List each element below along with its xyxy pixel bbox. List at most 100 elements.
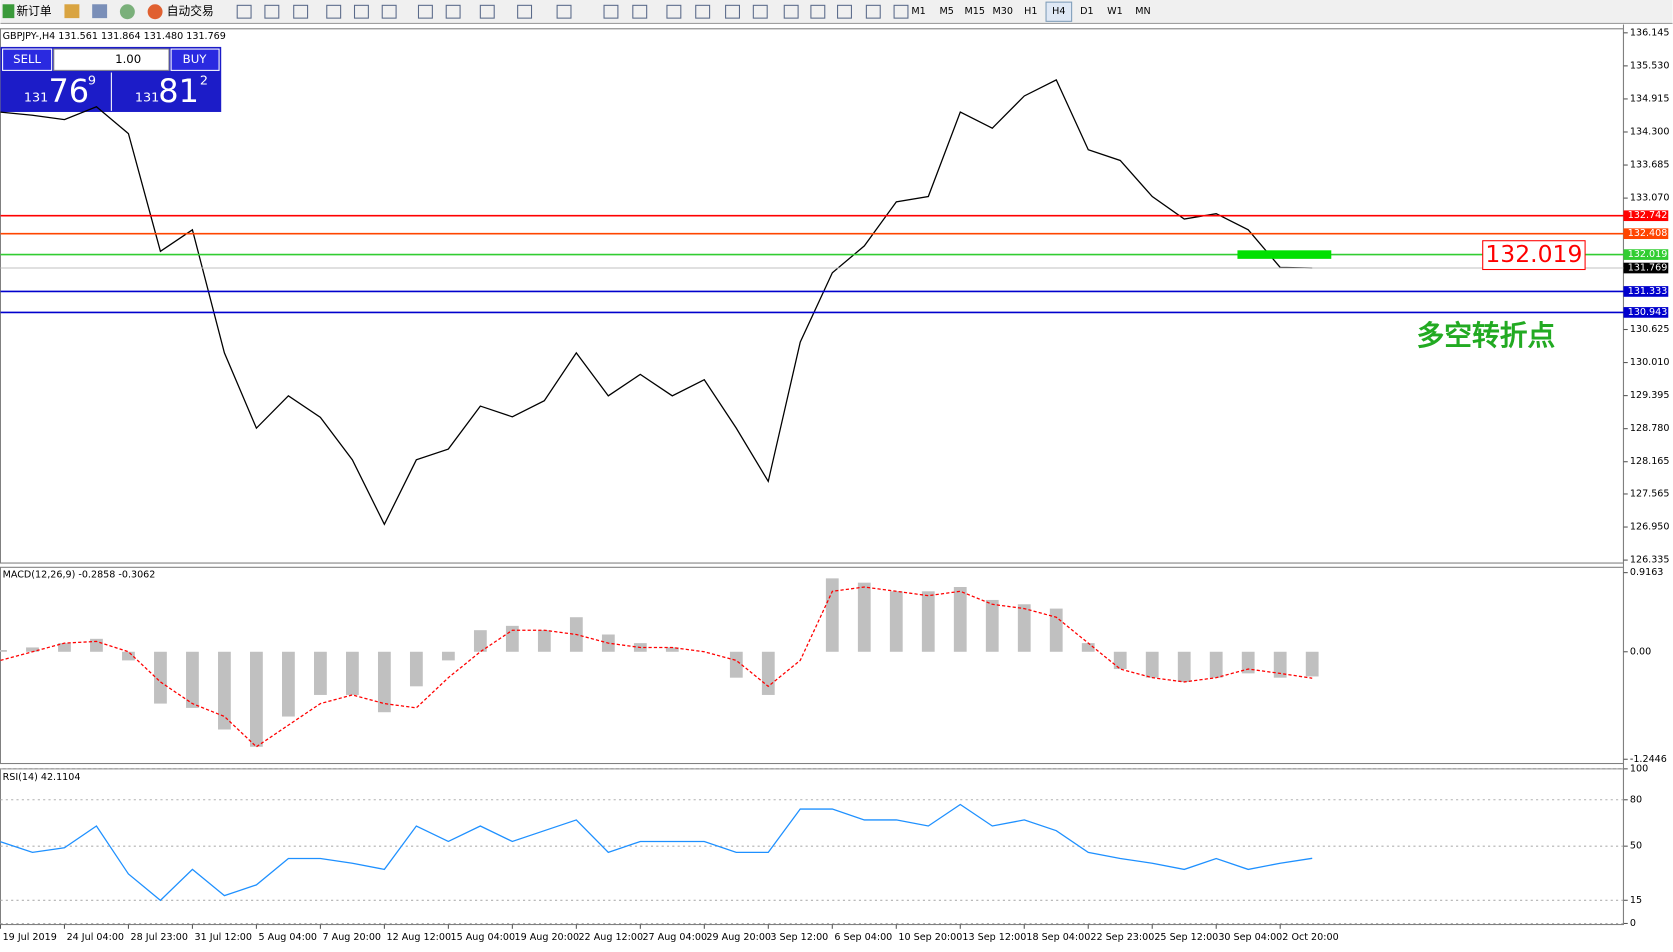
level-label-bg <box>1623 249 1669 260</box>
level-label: 132.019 <box>1628 249 1668 260</box>
macd-bar <box>409 651 423 687</box>
tool-icon[interactable] <box>893 4 909 19</box>
y-tick-label: 127.565 <box>1630 488 1670 499</box>
price-line <box>0 79 1313 526</box>
sell-sup[interactable]: 9 <box>88 74 96 89</box>
tool-icon[interactable] <box>236 4 252 19</box>
tool-icon[interactable] <box>632 4 648 19</box>
lot-value[interactable]: 1.00 <box>115 52 141 66</box>
buy-button[interactable] <box>170 48 220 71</box>
x-tick-label: 19 Jul 2019 <box>3 932 57 943</box>
icon-new-order[interactable] <box>2 4 15 19</box>
x-tick-label: 31 Jul 12:00 <box>195 932 252 943</box>
y-tick-label: 136.145 <box>1630 27 1670 38</box>
icon[interactable] <box>64 4 80 19</box>
x-tick-label: 22 Aug 12:00 <box>578 932 643 943</box>
tool-icon[interactable] <box>381 4 397 19</box>
macd-bar <box>1209 651 1223 678</box>
plot: 19 Jul 2019 24 Jul 04:00 28 Jul 23:00 31 Ju… <box>0 27 1669 943</box>
tool-icon[interactable] <box>603 4 619 19</box>
tool-icon[interactable] <box>837 4 852 19</box>
x-tick-label: 19 Aug 20:00 <box>514 932 579 943</box>
y-tick-label: 130.625 <box>1630 324 1670 335</box>
macd-bar <box>0 650 7 652</box>
macd-bar <box>314 651 327 695</box>
tool-icon[interactable] <box>445 4 461 19</box>
timeframe[interactable]: M15 <box>964 6 984 17</box>
tool-icon[interactable] <box>556 4 572 19</box>
macd-bar <box>665 647 679 652</box>
x-tick-label: 28 Jul 23:00 <box>131 932 188 943</box>
macd-bar <box>1241 651 1255 674</box>
sell-label[interactable]: SELL <box>13 52 41 66</box>
timeframe[interactable]: H4 <box>1052 6 1065 17</box>
macd-bar <box>90 638 103 652</box>
pivot-box <box>1482 240 1586 271</box>
icon[interactable] <box>119 4 135 20</box>
sell-big[interactable]: 131 <box>24 91 48 106</box>
timeframe[interactable]: MN <box>1135 6 1150 17</box>
y-tick-label: 134.915 <box>1630 93 1670 104</box>
buy-big[interactable]: 131 <box>135 91 159 106</box>
timeframes: M1 M5 M15 M30 H1 H4 D1 W1 MN <box>911 1 1151 22</box>
tool-icon[interactable] <box>725 4 740 19</box>
tool-icon[interactable] <box>479 4 495 19</box>
timeframe[interactable]: H1 <box>1024 6 1037 17</box>
y-tick-label: 100 <box>1630 763 1648 774</box>
macd-bar <box>889 591 903 652</box>
timeframe[interactable]: M30 <box>993 6 1013 17</box>
x-tick-label: 27 Aug 04:00 <box>642 932 707 943</box>
tool-icon[interactable] <box>865 4 881 19</box>
tool-icon[interactable] <box>326 4 342 19</box>
tool-icon[interactable] <box>353 4 369 19</box>
tool-icon[interactable] <box>783 4 799 19</box>
y-tick-label: 126.335 <box>1630 555 1670 566</box>
sell-main[interactable]: 76 <box>48 72 89 110</box>
tool-icon[interactable] <box>695 4 711 19</box>
y-tick-label: 80 <box>1630 794 1642 805</box>
tool-icon[interactable] <box>417 4 433 19</box>
signal-line <box>0 586 1313 748</box>
tool-icon[interactable] <box>517 4 533 19</box>
buy-main[interactable]: 81 <box>158 72 199 110</box>
tool-icon[interactable] <box>752 4 768 19</box>
tool-icon[interactable] <box>264 4 280 19</box>
toolbar-icons <box>236 4 909 19</box>
buy-sup[interactable]: 2 <box>200 74 208 89</box>
x-tick-label: 22 Sep 23:00 <box>1090 932 1154 943</box>
level-label-bg <box>1623 307 1669 318</box>
y-tick-label: 129.395 <box>1630 390 1670 401</box>
macd-bar <box>825 578 839 652</box>
pivot-zone <box>1237 250 1332 259</box>
new-order[interactable]: 新订单 <box>16 4 51 18</box>
timeframe[interactable]: M1 <box>911 6 925 17</box>
macd-bar <box>282 651 295 717</box>
tool-icon[interactable] <box>293 4 309 19</box>
macd-bar <box>729 651 743 678</box>
y-tick-label: 126.950 <box>1630 522 1670 533</box>
icon[interactable] <box>92 4 108 19</box>
lot-field[interactable] <box>53 48 170 71</box>
macd-bar <box>761 651 775 695</box>
timeframe[interactable]: M5 <box>939 6 953 17</box>
macd-bar <box>377 651 391 713</box>
macd-bar <box>1081 643 1095 652</box>
buy-label[interactable]: BUY <box>183 52 208 66</box>
macd-bar <box>1113 651 1127 670</box>
macd-bar <box>921 591 935 652</box>
sell-button[interactable] <box>2 48 53 71</box>
y-tick-label: 135.530 <box>1630 60 1670 71</box>
timeframe[interactable]: W1 <box>1107 6 1123 17</box>
macd-bar <box>1305 651 1319 677</box>
tool-icon[interactable] <box>666 4 682 19</box>
auto-trading[interactable]: 自动交易 <box>167 4 214 18</box>
icon-auto-trading[interactable] <box>147 4 163 20</box>
level-label: 132.742 <box>1628 210 1668 221</box>
macd-bar <box>985 599 999 652</box>
x-tick-label: 3 Sep 12:00 <box>770 932 828 943</box>
timeframe[interactable]: D1 <box>1080 6 1093 17</box>
tool-icon[interactable] <box>810 4 826 19</box>
x-tick-label: 13 Sep 12:00 <box>962 932 1026 943</box>
y-tick-label: 15 <box>1630 895 1642 906</box>
